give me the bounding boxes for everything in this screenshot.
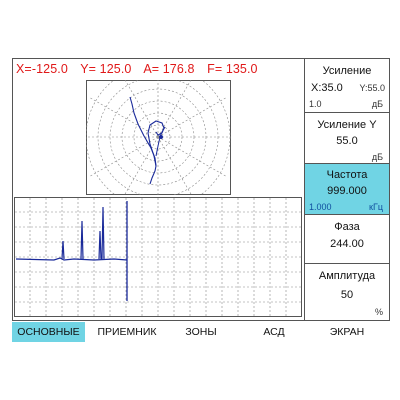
signal-spike-4 [101,206,105,260]
panel-gain-y[interactable]: Усиление Y 55.0 дБ [304,112,390,164]
impedance-plane-display [86,80,231,195]
signal-trace-loop [147,120,165,167]
signal-readout: X=-125.0 Y= 125.0 A= 176.8 F= 135.0 [16,62,267,76]
polar-grid-spoke [157,80,192,138]
panel-frequency-step: 1.000 [309,202,332,212]
panel-gain-y-title: Усиление Y [317,119,377,131]
tab-asd[interactable]: АСД [263,326,285,338]
trace-origin-dot [159,135,163,139]
tab-main[interactable]: ОСНОВНЫЕ [12,322,85,342]
panel-amplitude-value: 50 [340,289,354,301]
polar-grid-spoke [157,136,228,178]
polar-grid-spoke [88,96,159,138]
signal-spike-3 [98,230,102,260]
panel-gain-title: Усиление [322,65,372,77]
panel-frequency[interactable]: Частота 999.000 1.000 кГц [304,163,390,215]
panel-gain-value-x: X:35.0 [311,82,343,94]
panel-gain-y-unit: дБ [371,152,383,162]
panel-frequency-value: 999.000 [327,185,367,197]
panel-gain-value-y: Y:55.0 [359,83,385,93]
readout-x: X=-125.0 [16,62,68,76]
panel-gain-step: 1.0 [309,99,322,109]
sweep-display [14,197,302,317]
tab-receiver[interactable]: ПРИЕМНИК [97,326,157,338]
polar-grid-spoke [157,136,192,195]
sweep-baseline [15,257,128,261]
panel-frequency-unit: кГц [369,202,383,212]
panel-amplitude-unit: % [374,307,383,317]
panel-gain-y-value: 55.0 [336,135,358,147]
readout-a: A= 176.8 [143,62,195,76]
tab-zones[interactable]: ЗОНЫ [185,326,217,338]
readout-f: F= 135.0 [207,62,258,76]
readout-y: Y= 125.0 [80,62,132,76]
polar-grid-spoke [157,96,228,138]
panel-phase[interactable]: Фаза 244.00 [304,214,390,264]
panel-frequency-title: Частота [326,169,368,181]
panel-gain[interactable]: Усиление X:35.0 Y:55.0 1.0 дБ [304,58,390,113]
tab-screen[interactable]: ЭКРАН [329,326,365,338]
panel-phase-value: 244.00 [330,238,364,250]
bottom-tab-bar: ОСНОВНЫЕ ПРИЕМНИК ЗОНЫ АСД ЭКРАН [12,322,390,342]
panel-amplitude[interactable]: Амплитуда 50 % [304,263,390,321]
panel-gain-unit: дБ [371,99,383,109]
polar-grid-spoke [124,80,159,138]
signal-spike-2 [80,220,84,260]
panel-amplitude-title: Амплитуда [318,270,376,282]
panel-phase-title: Фаза [334,221,360,233]
signal-spike-1 [61,240,65,260]
polar-grid-spoke [88,136,159,178]
